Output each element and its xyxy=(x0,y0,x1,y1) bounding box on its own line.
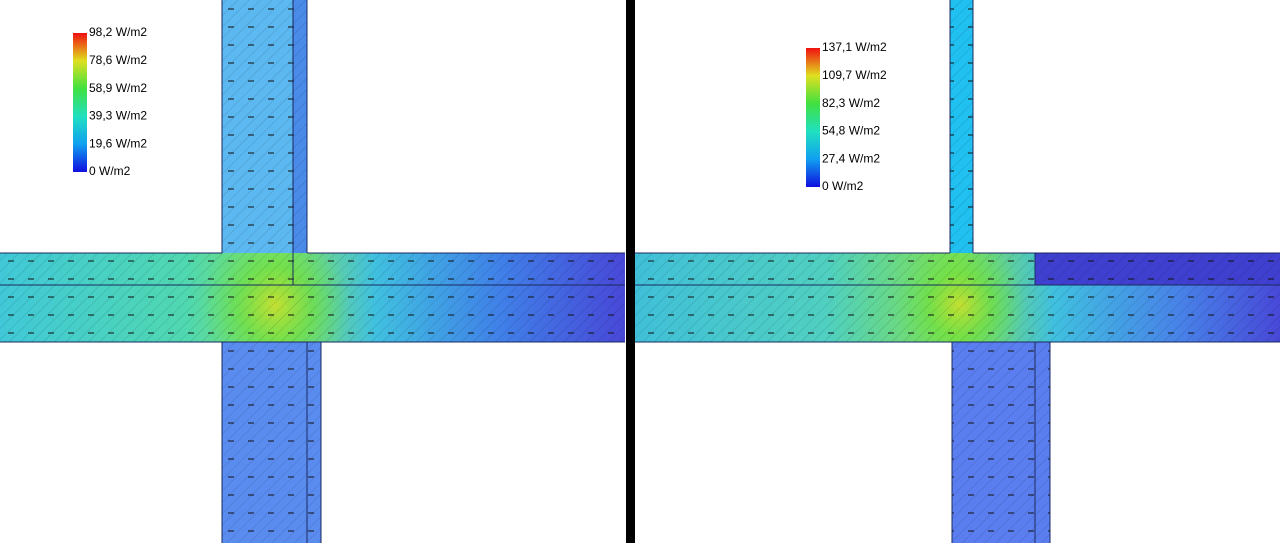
legend-bar xyxy=(806,48,820,187)
right-panel xyxy=(635,0,1280,543)
legend-label: 19,6 W/m2 xyxy=(89,136,147,150)
legend-label: 78,6 W/m2 xyxy=(89,53,147,67)
legend-label: 27,4 W/m2 xyxy=(822,151,880,165)
outlines xyxy=(635,0,1280,543)
legend-label: 137,1 W/m2 xyxy=(822,40,887,54)
legend-label: 82,3 W/m2 xyxy=(822,96,880,110)
legend-label: 0 W/m2 xyxy=(822,179,864,193)
legend-label: 98,2 W/m2 xyxy=(89,25,147,39)
legend-label: 54,8 W/m2 xyxy=(822,124,880,138)
legend-bar xyxy=(73,33,87,172)
legend-label: 109,7 W/m2 xyxy=(822,68,887,82)
divider xyxy=(626,0,635,543)
legend-label: 0 W/m2 xyxy=(89,164,131,178)
flux-arrows xyxy=(635,0,1280,543)
legend-label: 58,9 W/m2 xyxy=(89,81,147,95)
legend-label: 39,3 W/m2 xyxy=(89,109,147,123)
outlines xyxy=(0,0,625,543)
